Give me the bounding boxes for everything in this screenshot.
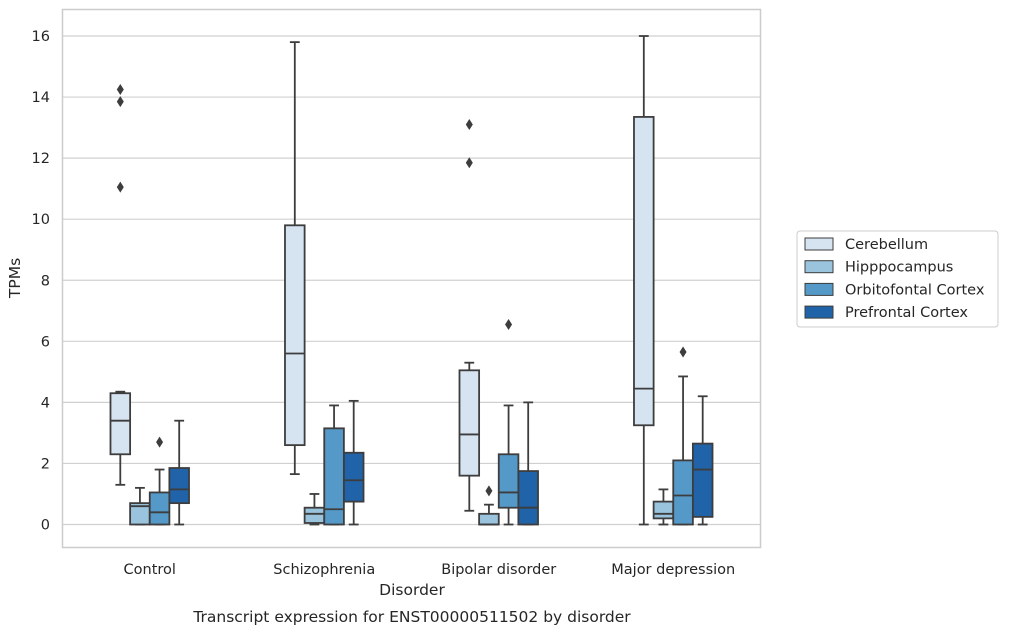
- outlier-point: [116, 181, 124, 193]
- outlier-point: [679, 346, 687, 358]
- y-tick-label: 12: [32, 151, 50, 167]
- y-tick-label: 6: [41, 334, 50, 350]
- box: [497, 453, 520, 509]
- y-tick-label: 16: [32, 29, 50, 45]
- legend-swatch: [804, 260, 834, 274]
- plot-area-frame: [61, 8, 762, 549]
- outlier-point: [116, 83, 124, 95]
- box-group: [691, 395, 714, 526]
- box: [109, 392, 132, 456]
- box-group: [672, 346, 694, 526]
- figure-caption: Transcript expression for ENST0000051150…: [192, 608, 631, 626]
- y-tick-label: 2: [41, 456, 50, 472]
- outlier-point: [485, 485, 493, 497]
- box-group: [497, 319, 520, 526]
- y-tick-label: 14: [32, 90, 50, 106]
- box: [652, 500, 675, 520]
- legend-swatch: [804, 282, 834, 296]
- legend-label: Prefrontal Cortex: [845, 305, 968, 321]
- box-group: [109, 83, 132, 486]
- box-group: [517, 401, 539, 526]
- box-group: [652, 488, 675, 526]
- box-group: [323, 404, 345, 526]
- box: [458, 369, 481, 477]
- box-group: [633, 35, 655, 526]
- x-tick-label: Major depression: [611, 562, 735, 578]
- x-axis-label: Disorder: [379, 581, 445, 599]
- box: [478, 512, 500, 526]
- legend-frame: [796, 230, 999, 328]
- box-plot-marks: [109, 35, 714, 526]
- y-tick-label: 4: [41, 395, 50, 411]
- box-group: [148, 436, 171, 526]
- legend-swatch: [804, 237, 834, 251]
- box: [303, 506, 326, 524]
- box-group: [342, 399, 365, 526]
- y-axis-ticks: 0 2 4 6 8 10 12 14 16: [32, 29, 50, 533]
- x-tick-label: Schizophrenia: [273, 562, 375, 578]
- legend-swatch: [804, 305, 834, 319]
- box: [633, 116, 655, 427]
- box: [691, 442, 714, 518]
- outlier-point: [116, 96, 124, 108]
- x-axis-ticks: Control Schizophrenia Bipolar disorder Majo…: [124, 562, 736, 578]
- x-tick-label: Control: [124, 562, 176, 578]
- box: [517, 470, 539, 526]
- y-tick-label: 0: [41, 518, 50, 534]
- box: [148, 491, 171, 526]
- legend-label: Orbitofontal Cortex: [845, 282, 985, 298]
- y-axis-label: TPMs: [6, 258, 24, 299]
- outlier-point: [156, 436, 164, 448]
- box: [284, 224, 306, 447]
- box: [168, 467, 190, 505]
- box-group: [129, 486, 151, 526]
- legend: Cerebellum Hipppocampus Orbitofontal Corte…: [796, 230, 999, 328]
- outlier-point: [465, 119, 473, 131]
- box-group: [284, 41, 306, 476]
- legend-label: Cerebellum: [845, 237, 928, 253]
- box: [342, 451, 365, 503]
- legend-label: Hipppocampus: [845, 260, 953, 276]
- box-group: [168, 419, 190, 526]
- box-group: [303, 493, 326, 526]
- y-tick-label: 10: [32, 212, 50, 228]
- outlier-point: [505, 319, 513, 331]
- box-group: [458, 119, 481, 512]
- box: [672, 459, 694, 526]
- y-tick-label: 8: [41, 273, 50, 289]
- box-group: [478, 485, 500, 526]
- outlier-point: [465, 157, 473, 169]
- grid-lines: [62, 35, 761, 526]
- x-tick-label: Bipolar disorder: [441, 562, 556, 578]
